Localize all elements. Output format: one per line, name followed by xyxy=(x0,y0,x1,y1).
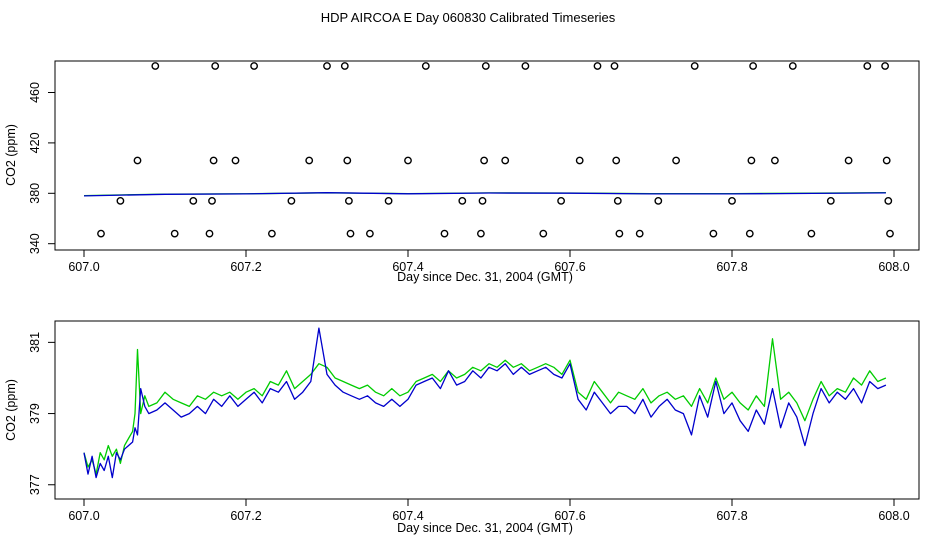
scatter-point xyxy=(613,196,622,205)
scatter-point xyxy=(97,229,105,238)
scatter-point xyxy=(749,62,757,70)
series-line-blue xyxy=(83,327,887,479)
scatter-point xyxy=(231,156,240,165)
scatter-point xyxy=(788,62,797,70)
panel1-x-axis-label: Day since Dec. 31, 2004 (GMT) xyxy=(397,270,573,284)
scatter-point xyxy=(881,62,889,70)
y-tick-label: 380 xyxy=(28,183,42,204)
scatter-point xyxy=(476,229,485,238)
scatter-point xyxy=(690,62,699,70)
x-tick-label: 607.8 xyxy=(716,509,747,523)
scatter-point xyxy=(344,196,353,205)
y-tick-label: 379 xyxy=(28,403,42,424)
scatter-point xyxy=(635,229,644,238)
x-tick-label: 607.6 xyxy=(554,260,585,274)
panel2-plot-frame xyxy=(54,320,920,500)
scatter-point xyxy=(882,156,891,165)
x-tick-label: 608.0 xyxy=(878,260,909,274)
panel1-y-ticks: 340 380 420 460 xyxy=(28,82,55,254)
scatter-point xyxy=(844,156,853,165)
x-tick-label: 607.4 xyxy=(392,509,423,523)
x-tick-label: 607.6 xyxy=(554,509,585,523)
panel1-plot-frame xyxy=(54,60,920,251)
scatter-point xyxy=(610,62,619,70)
y-tick-label: 420 xyxy=(28,132,42,153)
scatter-point xyxy=(521,62,530,70)
scatter-point xyxy=(539,229,548,238)
scatter-point xyxy=(501,156,510,165)
scatter-point xyxy=(404,156,412,165)
x-tick-label: 607.0 xyxy=(68,260,99,274)
scatter-point xyxy=(267,229,276,238)
scatter-point xyxy=(863,62,872,70)
panel1-y-axis-label: CO2 (ppm) xyxy=(4,124,18,186)
scatter-point xyxy=(133,156,142,165)
scatter-point xyxy=(205,229,214,238)
panel-raw-co2: 607.0 607.2 607.4 607.6 607.8 608.0 340 380 420… xyxy=(4,60,920,284)
scatter-point xyxy=(478,196,487,205)
scatter-point xyxy=(480,156,488,165)
panel2-y-axis-label: CO2 (ppm) xyxy=(4,379,18,441)
x-tick-label: 607.8 xyxy=(716,260,747,274)
panel2-series xyxy=(83,327,887,479)
scatter-point xyxy=(557,196,565,205)
panel1-series xyxy=(83,192,886,197)
scatter-point xyxy=(886,229,894,238)
panel1-x-ticks: 607.0 607.2 607.4 607.6 607.8 608.0 xyxy=(68,250,910,274)
scatter-point xyxy=(305,156,314,165)
x-tick-label: 607.4 xyxy=(392,260,423,274)
panel2-y-ticks: 377 379 381 xyxy=(28,332,55,495)
figure-title: HDP AIRCOA E Day 060830 Calibrated Times… xyxy=(321,10,616,25)
scatter-point xyxy=(728,196,736,205)
scatter-point xyxy=(807,229,816,238)
scatter-point xyxy=(211,62,220,70)
scatter-point xyxy=(654,196,663,205)
series-line-green xyxy=(83,338,887,475)
series-line-blue xyxy=(83,192,886,197)
scatter-point xyxy=(771,156,779,165)
scatter-point xyxy=(458,196,467,205)
panel2-x-ticks: 607.0 607.2 607.4 607.6 607.8 608.0 xyxy=(68,499,910,523)
scatter-point xyxy=(208,196,216,205)
scatter-point xyxy=(151,62,160,70)
scatter-point xyxy=(481,62,490,70)
scatter-point xyxy=(593,62,602,70)
scatter-point xyxy=(884,196,893,205)
scatter-point xyxy=(672,156,680,165)
x-tick-label: 607.2 xyxy=(230,260,261,274)
scatter-point xyxy=(209,156,218,165)
y-tick-label: 381 xyxy=(28,332,42,353)
x-tick-label: 607.0 xyxy=(68,509,99,523)
scatter-point xyxy=(747,156,756,165)
y-tick-label: 460 xyxy=(28,82,42,103)
scatter-point xyxy=(340,62,349,70)
panel2-x-axis-label: Day since Dec. 31, 2004 (GMT) xyxy=(397,521,573,535)
scatter-point xyxy=(365,229,374,238)
scatter-point xyxy=(575,156,584,165)
scatter-point xyxy=(346,229,355,238)
scatter-point xyxy=(343,156,352,165)
scatter-point xyxy=(287,196,296,205)
scatter-point xyxy=(323,62,331,70)
x-tick-label: 608.0 xyxy=(878,509,909,523)
scatter-point xyxy=(421,62,430,70)
scatter-point xyxy=(745,229,754,238)
scatter-point xyxy=(709,229,718,238)
y-tick-label: 340 xyxy=(28,233,42,254)
panel-calibrated-co2: 607.0 607.2 607.4 607.6 607.8 608.0 377 379 381… xyxy=(4,320,920,535)
scatter-point xyxy=(826,196,835,205)
y-tick-label: 377 xyxy=(28,474,42,495)
scatter-point xyxy=(116,196,125,205)
scatter-point xyxy=(615,229,624,238)
scatter-point xyxy=(612,156,621,165)
x-tick-label: 607.2 xyxy=(230,509,261,523)
scatter-point xyxy=(384,196,393,205)
panel1-scatter-points xyxy=(97,62,894,238)
scatter-point xyxy=(170,229,179,238)
scatter-point xyxy=(440,229,449,238)
scatter-point xyxy=(189,196,198,205)
scatter-point xyxy=(250,62,259,70)
